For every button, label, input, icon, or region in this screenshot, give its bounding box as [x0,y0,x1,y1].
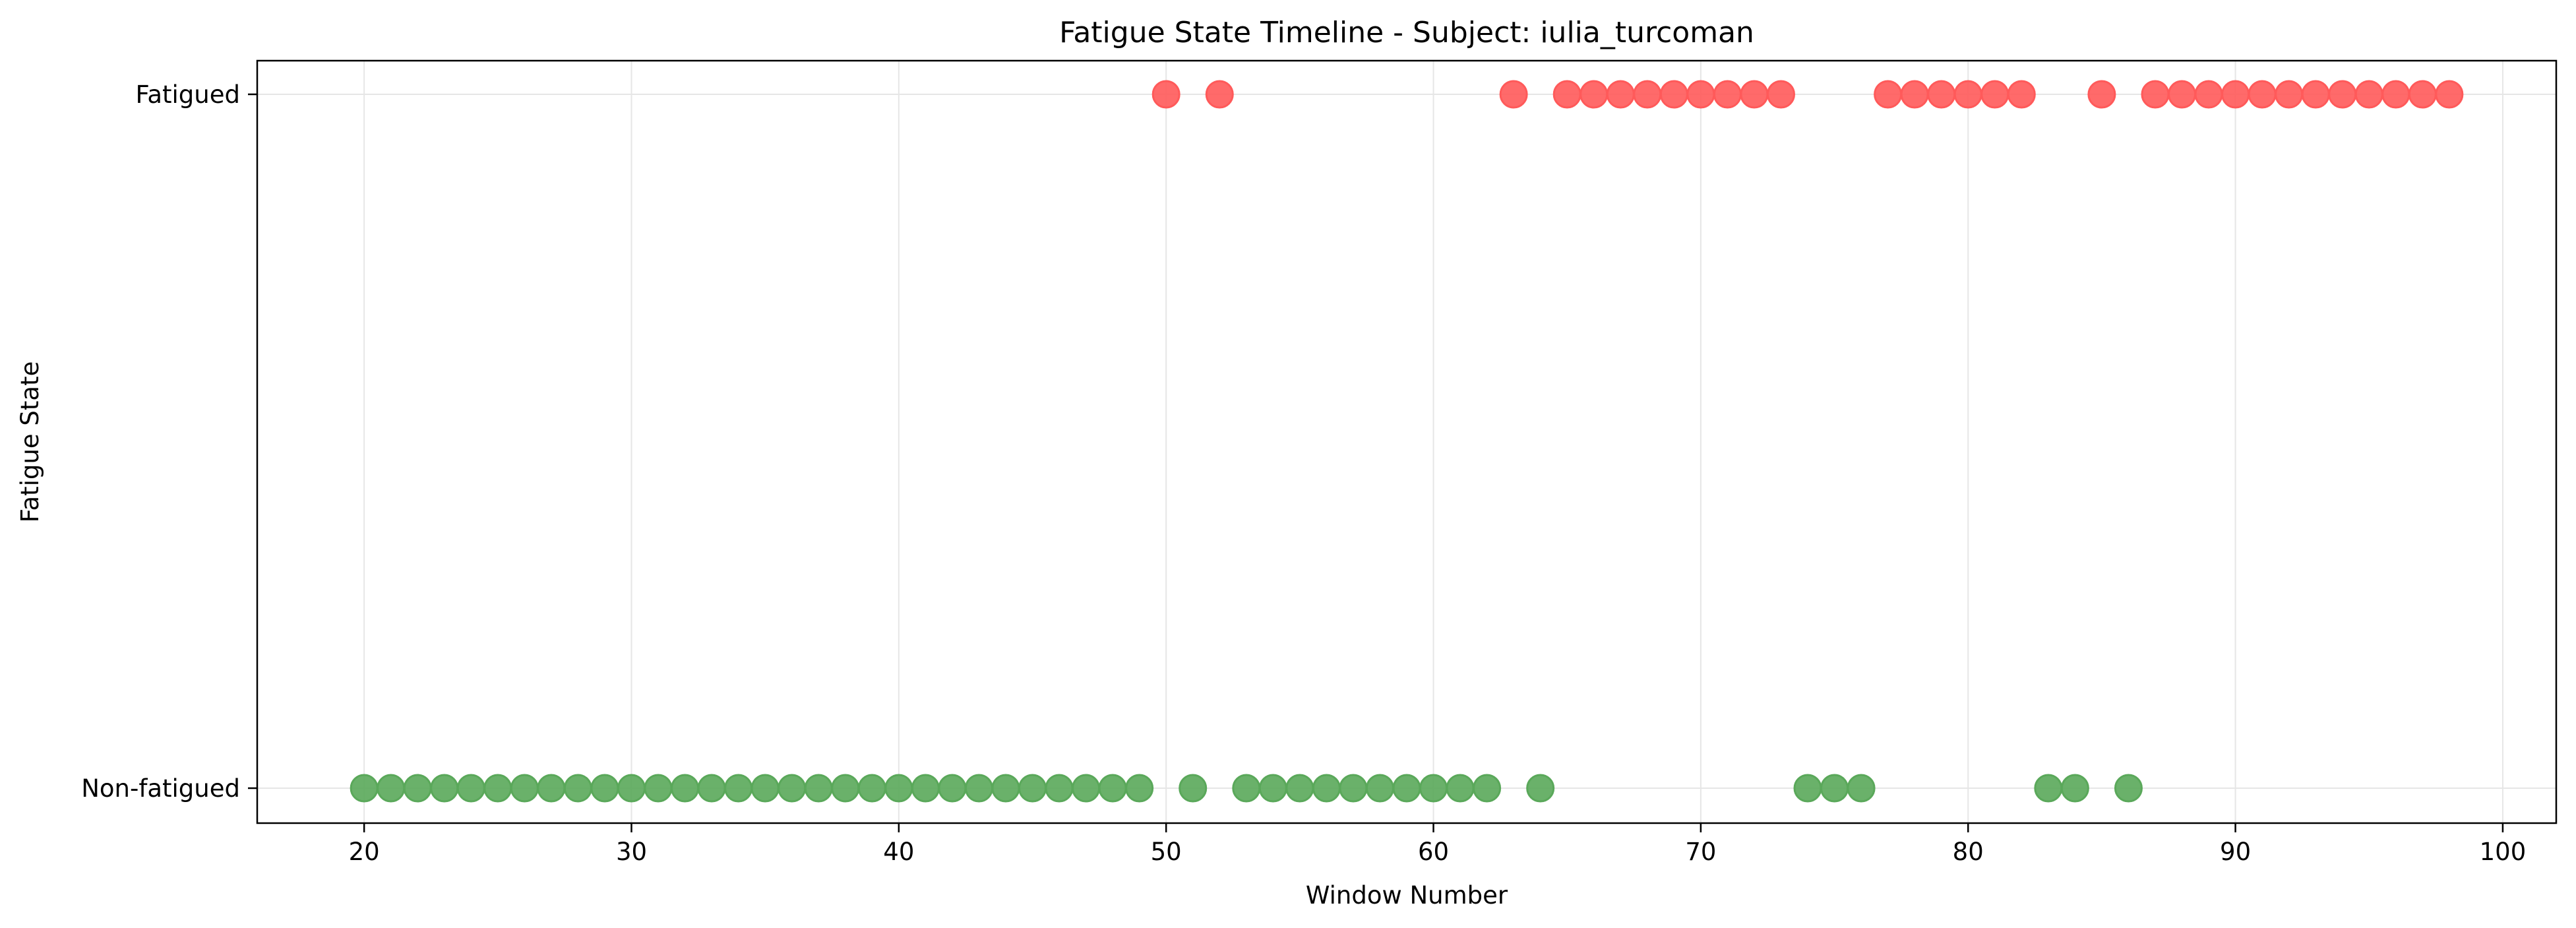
non-fatigued-point [2114,774,2143,803]
non-fatigued-point [2034,774,2063,803]
plot-frame [256,59,2558,824]
fatigued-point [1927,80,1956,109]
fatigued-point [2194,80,2223,109]
fatigued-point [1552,80,1581,109]
non-fatigued-point [1312,774,1341,803]
fatigued-point [2275,80,2304,109]
non-fatigued-point [724,774,753,803]
x-axis-label: Window Number [1306,881,1508,910]
x-tick-label: 40 [883,838,914,866]
fatigued-point [1713,80,1742,109]
non-fatigued-point [751,774,780,803]
fatigued-point [2141,80,2170,109]
fatigued-point [1579,80,1609,109]
non-fatigued-point [778,774,807,803]
x-tick-label: 30 [616,838,647,866]
non-fatigued-point [1045,774,1074,803]
non-fatigued-point [537,774,566,803]
fatigued-point [2168,80,2197,109]
non-fatigued-point [510,774,539,803]
non-fatigued-point [483,774,512,803]
x-tick-label: 60 [1418,838,1449,866]
non-fatigued-point [1419,774,1448,803]
non-fatigued-point [430,774,459,803]
x-tick-label: 20 [349,838,380,866]
non-fatigued-point [456,774,485,803]
x-tick-label: 90 [2220,838,2251,866]
x-tick-label: 50 [1151,838,1182,866]
fatigued-point [2221,80,2250,109]
x-tick-label: 100 [2480,838,2527,866]
non-fatigued-point [2060,774,2089,803]
y-tick-label: Non-fatigued [81,774,240,803]
non-fatigued-point [403,774,432,803]
fatigued-point [1606,80,1635,109]
non-fatigued-point [938,774,967,803]
non-fatigued-point [1232,774,1261,803]
fatigued-point [1499,80,1528,109]
non-fatigued-point [1072,774,1101,803]
non-fatigued-point [671,774,700,803]
fatigued-point [2435,80,2464,109]
non-fatigued-point [1473,774,1502,803]
non-fatigued-point [697,774,726,803]
non-fatigued-point [831,774,860,803]
fatigued-point [1633,80,1662,109]
fatigued-point [1980,80,2009,109]
fatigued-point [1953,80,1982,109]
non-fatigued-point [857,774,886,803]
fatigued-point [2381,80,2410,109]
y-axis-label: Fatigue State [16,361,44,523]
fatigued-point [1874,80,1903,109]
non-fatigued-point [1339,774,1368,803]
non-fatigued-point [911,774,940,803]
non-fatigued-point [804,774,833,803]
non-fatigued-point [884,774,913,803]
fatigued-point [2354,80,2383,109]
non-fatigued-point [1285,774,1314,803]
axis-ticks: 20 30 40 50 60 70 80 90 100 Non-fatigued Fatigued [81,80,2526,866]
non-fatigued-point [590,774,619,803]
non-fatigued-point [1446,774,1475,803]
non-fatigued-point [1526,774,1555,803]
non-fatigued-point [991,774,1020,803]
non-fatigued-point [1179,774,1208,803]
fatigued-point [1900,80,1929,109]
grid-lines [257,61,2556,823]
non-fatigued-point [1098,774,1127,803]
non-fatigued-point [1793,774,1822,803]
x-tick-label: 80 [1953,838,1984,866]
non-fatigued-point [1258,774,1287,803]
fatigued-point [1205,80,1234,109]
fatigued-point [2087,80,2116,109]
fatigued-point [2408,80,2437,109]
non-fatigued-point [1365,774,1394,803]
fatigued-point [1151,80,1181,109]
fatigued-point [1686,80,1715,109]
non-fatigued-point [377,774,406,803]
non-fatigued-point [1820,774,1849,803]
y-tick-label: Fatigued [135,80,240,109]
fatigued-point [1740,80,1769,109]
chart-title: Fatigue State Timeline - Subject: iulia_… [1059,16,1754,49]
non-fatigued-point [1392,774,1421,803]
non-fatigued-point [1018,774,1047,803]
non-fatigued-point [964,774,993,803]
fatigued-point [1659,80,1688,109]
non-fatigued-point [1125,774,1154,803]
non-fatigued-point [644,774,673,803]
x-tick-label: 70 [1685,838,1716,866]
non-fatigued-point [1847,774,1876,803]
fatigued-point [2328,80,2357,109]
fatigued-point [2301,80,2330,109]
fatigued-point [2248,80,2277,109]
fatigued-point [1766,80,1795,109]
non-fatigued-point [563,774,592,803]
non-fatigued-point [350,774,379,803]
fatigued-point [2007,80,2036,109]
data-points [350,80,2464,803]
non-fatigued-point [617,774,646,803]
